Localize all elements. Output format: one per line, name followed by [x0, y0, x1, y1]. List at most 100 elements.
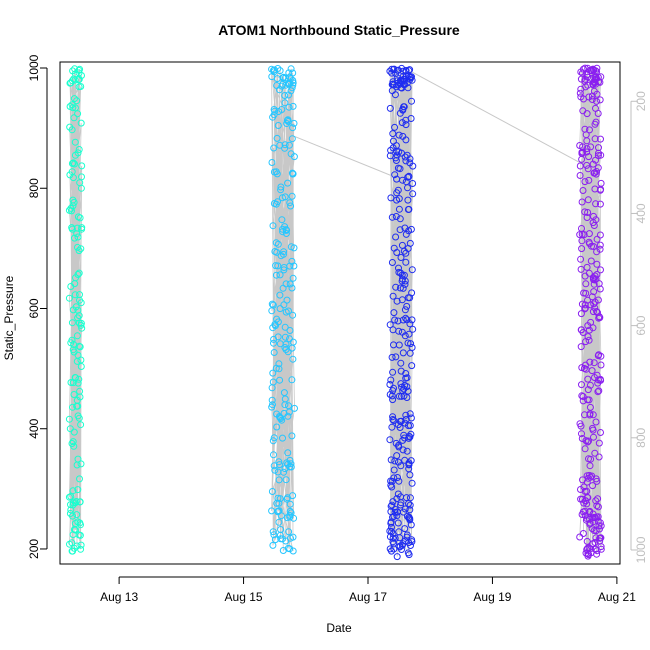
data-point [392, 353, 400, 361]
data-point [72, 374, 79, 382]
data-point [401, 456, 409, 464]
data-point [71, 234, 78, 242]
data-point [276, 141, 284, 149]
data-point [593, 235, 601, 243]
data-point [280, 248, 288, 256]
data-point [388, 501, 396, 509]
data-point [280, 250, 287, 258]
data-point [597, 266, 604, 274]
data-point [595, 314, 603, 322]
data-point [402, 230, 410, 238]
data-point [71, 291, 79, 299]
data-point [283, 117, 291, 124]
data-point [66, 79, 74, 87]
data-point [578, 381, 585, 389]
data-point [402, 370, 410, 377]
y-axis-right: 200 400 600 800 1000 [630, 91, 648, 563]
data-point [591, 304, 599, 312]
data-point [399, 349, 407, 357]
data-point [396, 226, 404, 234]
data-point [581, 75, 589, 83]
data-point [387, 519, 395, 527]
data-point [395, 205, 403, 213]
data-point [288, 376, 296, 384]
series-points-3 [386, 64, 417, 561]
data-point [279, 228, 287, 236]
data-point [276, 291, 284, 299]
data-point [397, 254, 405, 261]
data-point [388, 477, 396, 485]
data-point [74, 351, 82, 359]
data-point [588, 293, 596, 301]
data-point [280, 301, 288, 309]
y-tick-label: 800 [27, 178, 41, 198]
data-point [274, 507, 282, 515]
data-point [268, 396, 276, 404]
data-point [282, 74, 289, 82]
data-point [70, 428, 78, 436]
data-point [596, 241, 604, 249]
x-tick-label: Aug 19 [473, 590, 511, 604]
data-point [402, 121, 410, 129]
data-point [396, 165, 404, 173]
data-point [578, 430, 585, 438]
data-point [583, 110, 591, 118]
data-point [78, 324, 86, 332]
data-point [67, 379, 75, 386]
data-point [77, 545, 85, 553]
data-point [281, 401, 289, 409]
data-point [276, 67, 284, 75]
data-point [65, 294, 73, 302]
data-point [276, 305, 284, 313]
data-point [72, 303, 80, 311]
data-point [395, 131, 403, 139]
data-point [585, 326, 593, 334]
data-point [78, 173, 85, 181]
data-point [77, 460, 85, 468]
data-point [78, 225, 86, 233]
data-point [408, 316, 416, 324]
data-point [272, 364, 280, 372]
data-point [68, 101, 76, 109]
data-point [583, 472, 591, 480]
data-point [285, 79, 293, 87]
data-point [589, 308, 597, 316]
data-point [389, 78, 397, 86]
data-point [279, 547, 287, 554]
data-point [71, 499, 79, 507]
data-point [403, 151, 411, 159]
data-point [406, 506, 414, 514]
data-point [394, 508, 401, 516]
data-point [407, 521, 415, 529]
data-point [597, 361, 605, 369]
data-point [593, 477, 601, 485]
data-point [289, 533, 297, 541]
data-point [74, 110, 82, 118]
data-point [576, 533, 584, 541]
data-point [579, 143, 587, 151]
data-point [590, 433, 597, 441]
data-point [398, 271, 406, 279]
data-point [592, 200, 600, 208]
data-point [276, 461, 283, 469]
data-point [592, 104, 599, 112]
data-point [402, 249, 410, 257]
data-point [286, 327, 294, 334]
data-point [406, 494, 414, 502]
data-point [584, 209, 592, 216]
data-point [71, 280, 79, 288]
data-point [69, 501, 77, 509]
data-point [596, 200, 604, 208]
data-point [399, 446, 407, 454]
data-point [269, 378, 277, 386]
data-point [595, 439, 603, 447]
data-point [587, 257, 595, 265]
y-right-tick-label: 800 [634, 427, 648, 447]
data-point [583, 214, 591, 221]
data-point [406, 320, 414, 328]
data-point [71, 76, 79, 84]
data-points [65, 64, 605, 561]
data-point [274, 333, 282, 341]
data-point [397, 269, 405, 277]
data-point [395, 477, 403, 485]
